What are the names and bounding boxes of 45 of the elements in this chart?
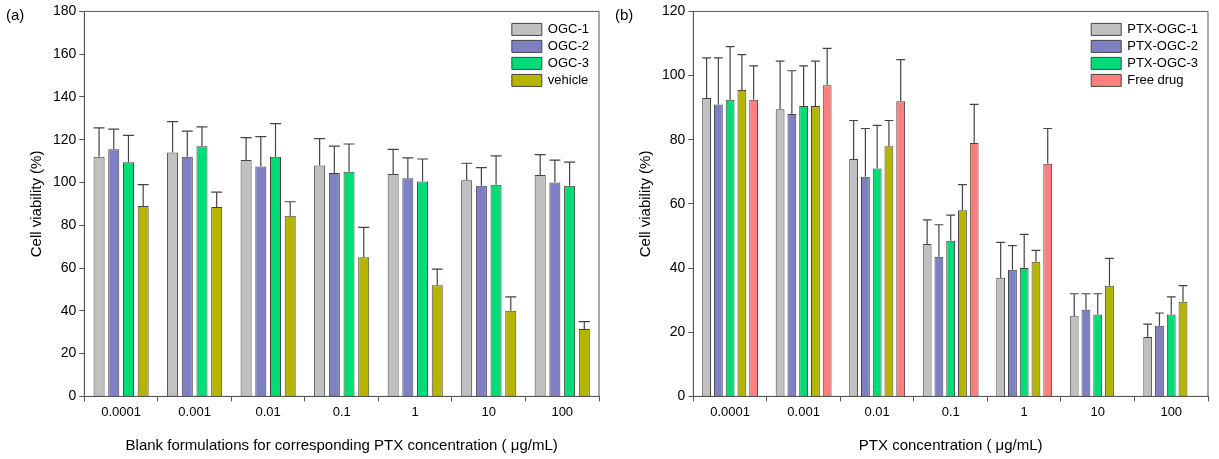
x-tick-label: 0.0001 xyxy=(710,403,750,419)
x-tick-label: 0.1 xyxy=(941,403,960,419)
y-tick-label: 0 xyxy=(68,387,77,404)
text: (b) xyxy=(615,5,634,23)
legend-label: PTX-OGC-1 xyxy=(1127,21,1199,37)
y-tick-label: 0 xyxy=(677,387,686,404)
y-tick-label: 180 xyxy=(53,2,77,19)
x-tick-label: 0.01 xyxy=(864,403,890,419)
legend-label: OGC-3 xyxy=(547,55,589,71)
x-tick-label: 0.01 xyxy=(255,403,281,419)
legend-label: PTX-OGC-3 xyxy=(1127,55,1199,71)
y-tick-label: 160 xyxy=(53,45,77,62)
y-tick-label: 100 xyxy=(662,66,686,83)
y-tick-label: 20 xyxy=(60,344,77,361)
y-tick-label: 120 xyxy=(53,130,77,147)
y-tick-label: 40 xyxy=(60,301,77,318)
legend-label: PTX-OGC-2 xyxy=(1127,38,1199,54)
y-tick-label: 80 xyxy=(669,130,686,147)
y-tick-label: 60 xyxy=(60,258,77,275)
x-tick-label: 10 xyxy=(1090,403,1105,419)
legend-label: OGC-1 xyxy=(547,21,589,37)
legend-label: Free drug xyxy=(1127,72,1184,88)
x-tick-label: 100 xyxy=(1160,403,1183,419)
x-tick-label: 0.001 xyxy=(178,403,211,419)
x-axis-title: PTX concentration ( μg/mL) xyxy=(858,436,1043,454)
x-tick-label: 0.1 xyxy=(332,403,351,419)
y-tick-label: 40 xyxy=(669,258,686,275)
x-tick-label: 10 xyxy=(481,403,496,419)
legend-label: OGC-2 xyxy=(547,38,589,54)
y-tick-label: 60 xyxy=(669,194,686,211)
y-axis-title: Cell viability (%) xyxy=(27,150,45,258)
x-tick-label: 100 xyxy=(551,403,574,419)
y-tick-label: 120 xyxy=(662,2,686,19)
x-tick-label: 0.0001 xyxy=(101,403,141,419)
x-axis-title: Blank formulations for corresponding PTX concentration ( μg/mL) xyxy=(125,436,558,454)
y-tick-label: 140 xyxy=(53,87,77,104)
y-axis-title: Cell viability (%) xyxy=(636,150,654,258)
y-tick-label: 20 xyxy=(669,323,686,340)
legend-label: vehicle xyxy=(547,72,589,88)
y-tick-label: 100 xyxy=(53,173,77,190)
x-tick-label: 0.001 xyxy=(787,403,820,419)
text: (a) xyxy=(6,5,25,23)
x-tick-label: 1 xyxy=(411,403,419,419)
y-tick-label: 80 xyxy=(60,216,77,233)
x-tick-label: 1 xyxy=(1020,403,1028,419)
